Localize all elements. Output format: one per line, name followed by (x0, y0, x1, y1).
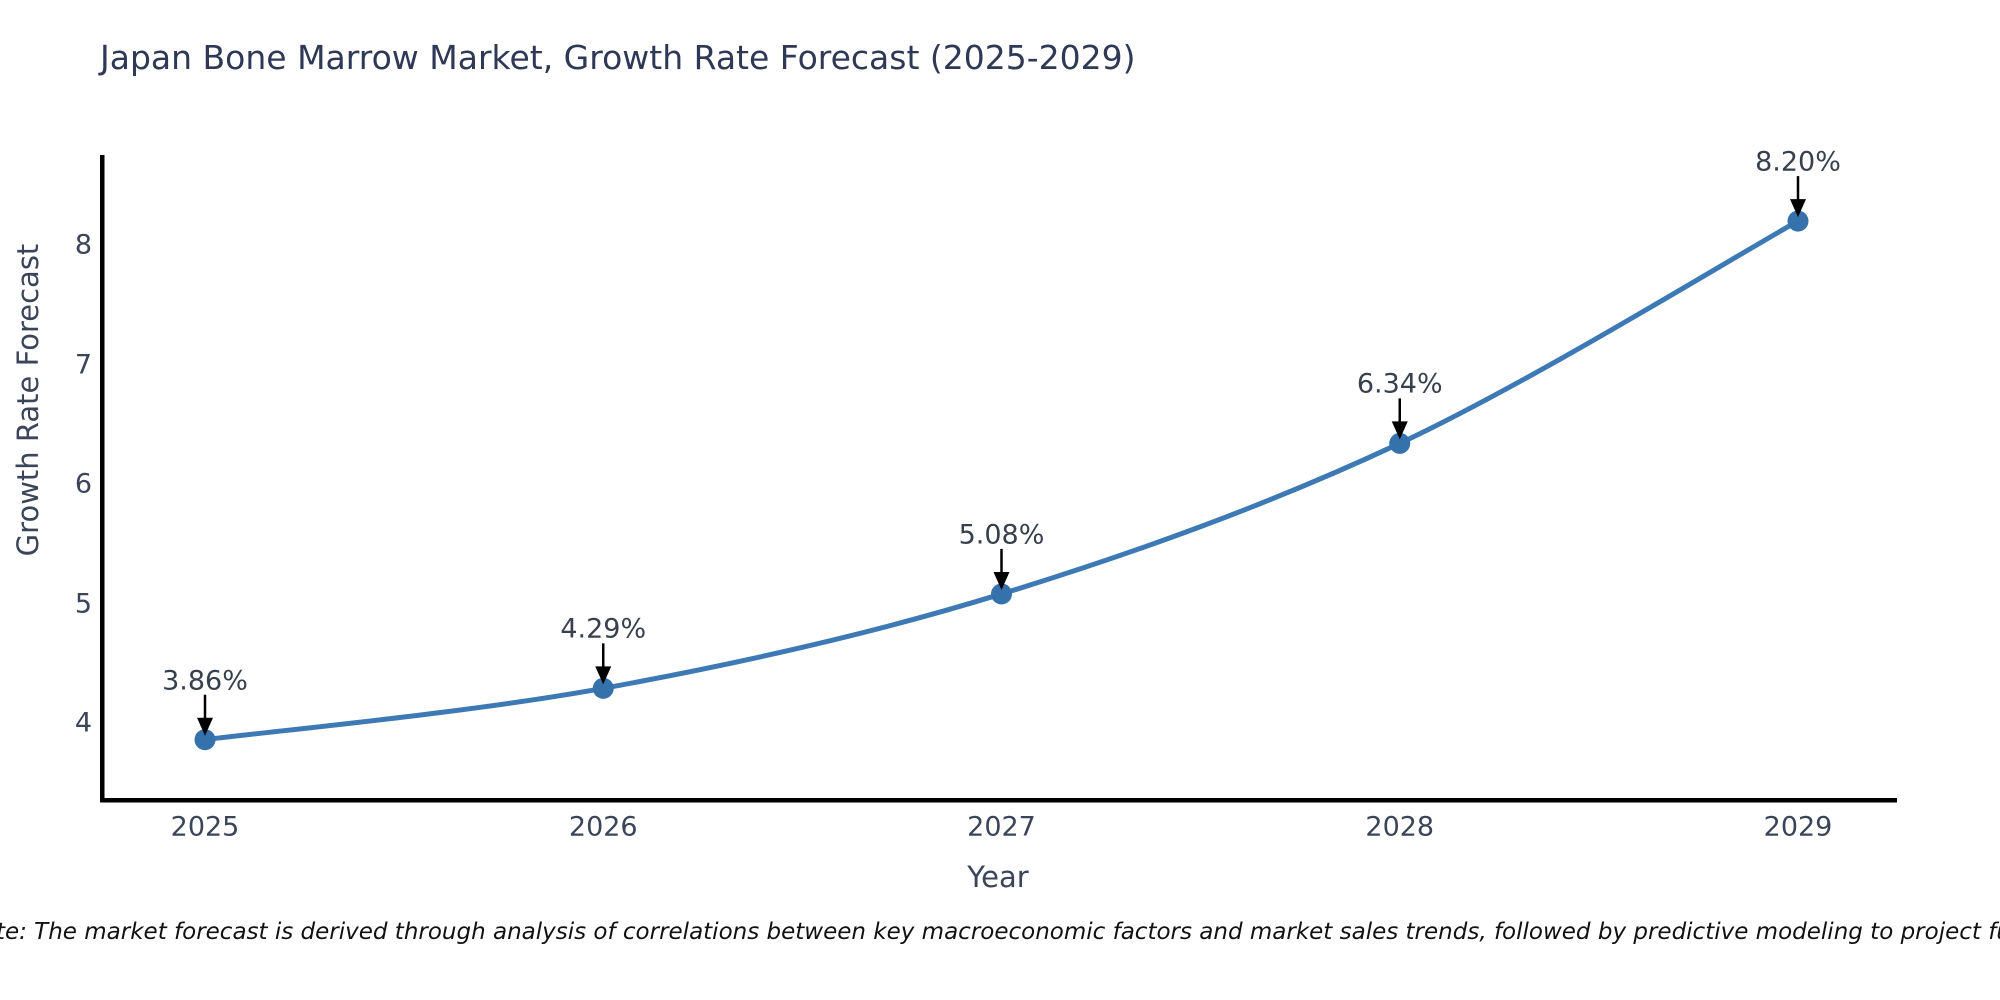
annotation-label: 8.20% (1755, 146, 1841, 178)
x-tick-label: 2027 (967, 811, 1036, 843)
annotation-label: 6.34% (1356, 368, 1443, 400)
data-point-marker (592, 677, 614, 699)
annotation-arrow-head (595, 666, 612, 685)
y-tick-label: 5 (74, 588, 92, 619)
y-tick-label: 6 (74, 468, 92, 500)
chart-title: Japan Bone Marrow Market, Growth Rate Fo… (100, 38, 1136, 77)
data-point-marker (1389, 432, 1411, 454)
x-axis-spine (100, 798, 1897, 803)
annotation-arrow-head (197, 717, 213, 736)
series-line (202, 218, 1801, 743)
data-point-marker (1787, 210, 1809, 232)
y-axis-label: Growth Rate Forecast (11, 243, 45, 557)
data-point-marker (194, 729, 216, 751)
y-tick-label: 7 (74, 349, 92, 380)
x-tick-label: 2028 (1365, 811, 1435, 843)
annotation-label: 3.86% (162, 665, 248, 697)
y-axis-spine (100, 155, 105, 803)
x-tick-label: 2029 (1763, 811, 1833, 843)
annotation-label: 5.08% (958, 519, 1045, 551)
annotation-arrow-head (1391, 421, 1408, 440)
annotation-label: 4.29% (560, 613, 647, 645)
y-tick-label: 8 (74, 229, 92, 261)
data-point-marker (991, 583, 1012, 605)
annotation-arrow-head (1790, 199, 1806, 218)
y-tick-label: 4 (74, 707, 92, 739)
annotation-arrow-head (993, 571, 1010, 590)
x-tick-label: 2025 (170, 811, 240, 843)
x-tick-label: 2026 (568, 811, 638, 843)
x-axis-label: Year (967, 860, 1029, 894)
footnote: Note: The market forecast is derived thr… (0, 919, 2000, 945)
